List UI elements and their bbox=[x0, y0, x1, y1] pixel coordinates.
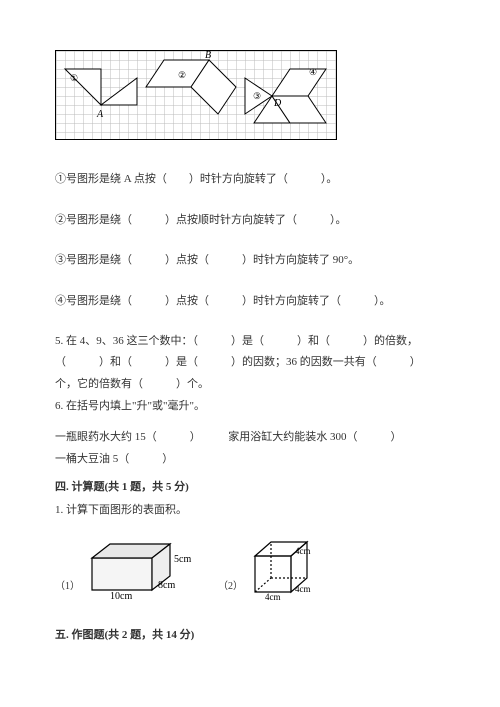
question-4: ④号图形是绕（ ）点按（ ）时针方向旋转了（ ）。 bbox=[55, 292, 445, 311]
question-3: ③号图形是绕（ ）点按（ ）时针方向旋转了 90°。 bbox=[55, 251, 445, 270]
question-2: ②号图形是绕（ ）点按顺时针方向旋转了（ ）。 bbox=[55, 211, 445, 230]
cube-front bbox=[255, 556, 291, 592]
marker-2: ② bbox=[178, 70, 186, 80]
label-A: A bbox=[96, 109, 104, 120]
section-4-title: 四. 计算题(共 1 题，共 5 分) bbox=[55, 478, 445, 494]
cube-label: （2） bbox=[218, 577, 243, 592]
section-4-q1: 1. 计算下面图形的表面积。 bbox=[55, 502, 445, 520]
question-6: 6. 在括号内填上"升"或"毫升"。 bbox=[55, 398, 445, 416]
question-5-line2: （ ）和（ ）是（ ）的因数；36 的因数一共有（ ） bbox=[55, 354, 445, 372]
rotation-grid-svg: ① ② ③ ④ A B D bbox=[56, 51, 338, 141]
cube-hidden1 bbox=[255, 578, 271, 592]
cube-s2: 4cm bbox=[295, 584, 311, 594]
cuboid-wrap: （1） 5cm 8cm 10cm bbox=[55, 538, 194, 600]
cuboid-w: 8cm bbox=[158, 580, 175, 591]
question-5-line3: 个，它的倍数有（ ）个。 bbox=[55, 376, 445, 394]
marker-1: ① bbox=[70, 73, 78, 83]
shape1b bbox=[101, 78, 137, 105]
question-6b: 一桶大豆油 5（ ） bbox=[55, 451, 445, 469]
question-5-line1: 5. 在 4、9、36 这三个数中：（ ）是（ ）和（ ）的倍数， bbox=[55, 333, 445, 351]
question-1: ①号图形是绕 A 点按（ ）时针方向旋转了（ ）。 bbox=[55, 170, 445, 189]
shape4b bbox=[272, 69, 326, 96]
shapes-row: （1） 5cm 8cm 10cm （2） 4cm 4cm bbox=[55, 534, 445, 600]
label-B: B bbox=[205, 51, 211, 61]
label-D: D bbox=[273, 98, 282, 109]
cuboid-front bbox=[92, 558, 152, 590]
marker-3: ③ bbox=[253, 91, 261, 101]
cube-s1: 4cm bbox=[295, 546, 311, 556]
cuboid-label: （1） bbox=[55, 577, 80, 592]
rotation-grid-figure: ① ② ③ ④ A B D bbox=[55, 50, 337, 140]
cuboid-h: 5cm bbox=[174, 554, 191, 565]
cuboid-svg: 5cm 8cm 10cm bbox=[84, 538, 194, 600]
cube-s3: 4cm bbox=[265, 592, 281, 600]
cube-svg: 4cm 4cm 4cm bbox=[247, 534, 325, 600]
question-6a: 一瓶眼药水大约 15（ ） 家用浴缸大约能装水 300（ ） bbox=[55, 429, 445, 447]
section-5-title: 五. 作图题(共 2 题，共 14 分) bbox=[55, 626, 445, 642]
cube-wrap: （2） 4cm 4cm 4cm bbox=[218, 534, 325, 600]
marker-4: ④ bbox=[309, 67, 317, 77]
cuboid-l: 10cm bbox=[110, 591, 132, 600]
